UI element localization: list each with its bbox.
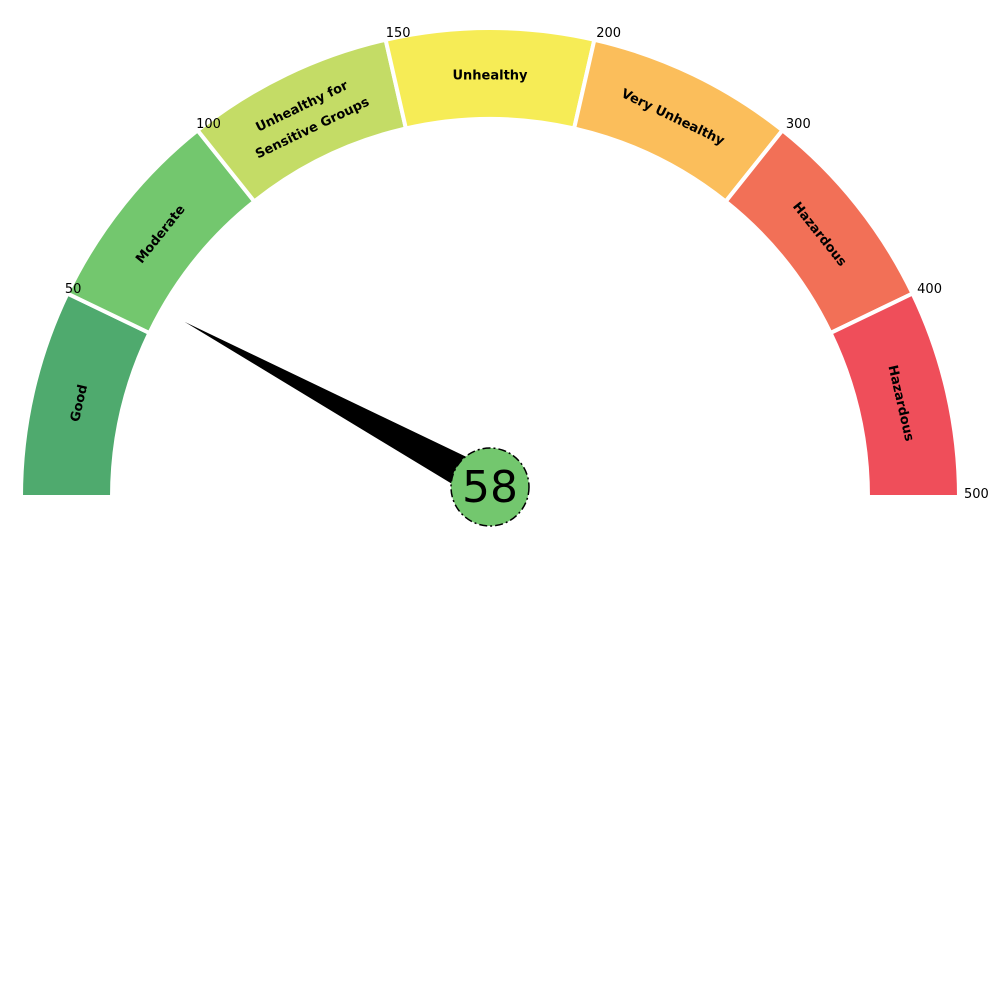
gauge-needle (184, 321, 499, 502)
gauge-tick-label: 500 (964, 487, 989, 502)
gauge-value-label: 58 (462, 462, 518, 513)
gauge-tick-label: 150 (386, 26, 411, 41)
gauge-segment-label: Unhealthy (452, 69, 528, 84)
gauge-tick-label: 200 (596, 26, 621, 41)
gauge-value-disc (450, 447, 530, 527)
gauge-tick-label: 400 (917, 282, 942, 297)
gauge-segments (18, 26, 962, 499)
gauge-tick-label: 50 (65, 282, 82, 297)
gauge-tick-label: 300 (786, 117, 811, 132)
gauge-segment (827, 290, 962, 499)
gauge-tick-label: 100 (196, 117, 221, 132)
gauge-tick-labels: 50 100 150 200 300 400 500 (65, 26, 989, 502)
